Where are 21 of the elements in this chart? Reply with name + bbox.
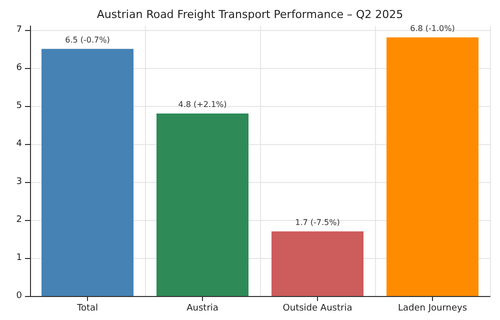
bar	[156, 113, 248, 296]
bar	[386, 37, 478, 296]
y-tick-label: 1	[16, 252, 22, 263]
bar	[42, 48, 134, 296]
x-tick-label: Laden Journeys	[398, 304, 468, 314]
y-tick-label: 4	[16, 138, 22, 149]
y-tick-label: 7	[16, 24, 22, 35]
x-tick-label: Total	[76, 304, 98, 314]
y-tick-label: 3	[16, 176, 22, 187]
chart-title: Austrian Road Freight Transport Performance – Q2 2025	[96, 8, 404, 21]
y-tick-label: 6	[16, 62, 22, 73]
x-tick-label: Outside Austria	[282, 304, 352, 314]
y-tick-label: 2	[16, 214, 22, 225]
bar	[272, 231, 364, 296]
y-tick-label: 5	[16, 100, 22, 111]
y-tick-label: 0	[16, 291, 22, 301]
x-tick-label: Austria	[186, 304, 218, 314]
data-label: 4.8 (+2.1%)	[178, 100, 227, 109]
data-label: 6.5 (-0.7%)	[65, 35, 110, 44]
data-label: 1.7 (-7.5%)	[295, 218, 340, 227]
data-label: 6.8 (-1.0%)	[410, 24, 455, 33]
